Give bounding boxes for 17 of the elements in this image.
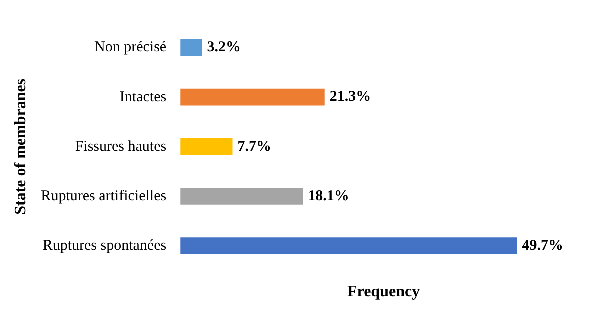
data-label: 18.1%: [308, 188, 350, 204]
y-tick-label: Fissures hautes: [75, 138, 167, 155]
bar: [180, 138, 233, 156]
data-label: 21.3%: [330, 89, 372, 106]
data-label: 3.2%: [207, 40, 241, 56]
y-tick-label: Ruptures spontanées: [42, 238, 167, 254]
data-label: 7.7%: [238, 138, 272, 155]
y-tick-label: Non précisé: [94, 40, 167, 56]
y-axis-title: State of membranes: [12, 78, 30, 215]
y-tick-label: Intactes: [120, 89, 167, 106]
bar: [180, 238, 518, 254]
y-tick-label: Ruptures artificielles: [41, 188, 167, 204]
bar: [180, 188, 304, 205]
data-label: 49.7%: [522, 238, 564, 254]
bar: [180, 39, 202, 56]
x-axis-title: Frequency: [347, 284, 420, 301]
bar: [180, 88, 325, 106]
